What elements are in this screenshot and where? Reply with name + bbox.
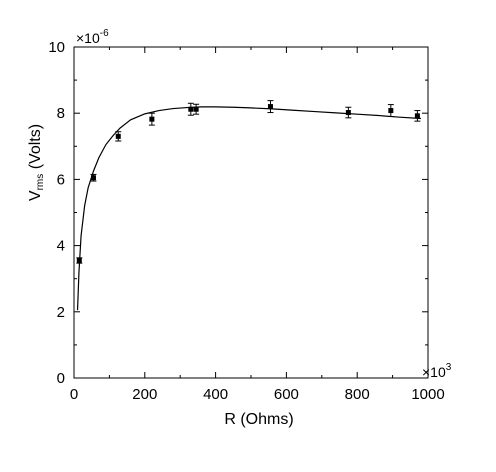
data-point — [187, 102, 194, 116]
data-point — [387, 104, 394, 118]
data-marker — [388, 108, 394, 114]
fit-curve-layer — [76, 106, 421, 311]
y-axis-label-main: V — [27, 190, 44, 201]
y-tick-label: 0 — [57, 370, 65, 387]
x-multiplier: ×103 — [422, 362, 452, 380]
data-point — [414, 110, 421, 122]
y-axis-label-subscript: rms — [35, 174, 46, 191]
x-tick-label: 1000 — [411, 386, 444, 403]
x-tick-label: 800 — [345, 386, 370, 403]
data-point — [267, 100, 274, 114]
x-tick-label: 200 — [132, 386, 157, 403]
data-marker — [76, 257, 82, 263]
ticks — [73, 46, 429, 379]
data-marker — [345, 110, 351, 116]
data-marker — [188, 106, 194, 112]
x-tick-label: 600 — [274, 386, 299, 403]
y-tick-label: 8 — [57, 105, 65, 122]
data-point — [193, 103, 200, 115]
data-marker — [414, 113, 420, 119]
data-marker — [149, 116, 155, 122]
y-multiplier: ×10-6 — [76, 28, 109, 46]
fit-curve — [76, 106, 421, 311]
y-tick-label: 2 — [57, 304, 65, 321]
y-tick-label: 10 — [48, 39, 65, 56]
y-multiplier-base: ×10 — [76, 30, 100, 46]
y-multiplier-exponent: -6 — [100, 28, 109, 39]
y-axis-label: Vrms (Volts) — [27, 124, 46, 201]
data-point — [115, 131, 122, 142]
data-marker — [90, 175, 96, 181]
plot-frame — [73, 46, 429, 379]
data-point — [345, 106, 352, 119]
y-tick-label: 6 — [57, 171, 65, 188]
data-point — [76, 257, 83, 264]
y-tick-label: 4 — [57, 238, 65, 255]
data-marker — [193, 106, 199, 112]
x-tick-label: 400 — [203, 386, 228, 403]
x-multiplier-base: ×10 — [422, 364, 446, 380]
x-axis-label: R (Ohms) — [224, 411, 293, 428]
tick-labels: 0 200 400 600 800 1000 0 2 4 6 8 10 — [48, 39, 444, 403]
data-marker — [267, 104, 273, 110]
data-marker — [115, 133, 121, 139]
x-multiplier-exponent: 3 — [446, 362, 452, 373]
x-tick-label: 0 — [70, 386, 78, 403]
data-point — [148, 112, 155, 126]
data-point — [90, 173, 97, 182]
data-points-layer — [76, 100, 421, 264]
y-axis-label-suffix: (Volts) — [27, 124, 44, 174]
